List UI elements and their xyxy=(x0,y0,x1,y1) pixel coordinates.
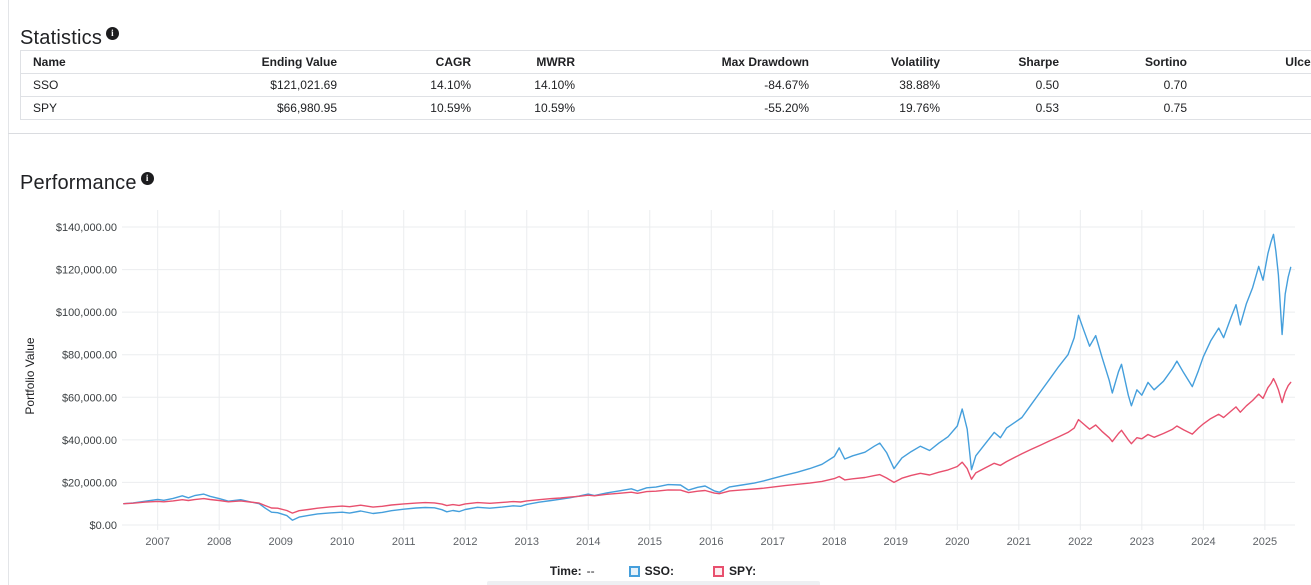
column-header-cagr: CAGR xyxy=(435,55,471,69)
x-tick-label: 2020 xyxy=(945,536,969,548)
y-tick-label: $120,000.00 xyxy=(56,265,117,277)
legend-item-sso[interactable]: SSO: xyxy=(628,564,679,578)
performance-title: Performance i xyxy=(20,171,154,195)
legend-item-spy[interactable]: SPY: xyxy=(713,564,761,578)
y-tick-label: $40,000.00 xyxy=(62,435,117,447)
column-header-ulcer-index: Ulcer Index xyxy=(1285,55,1311,69)
x-tick-label: 2025 xyxy=(1253,536,1277,548)
x-tick-label: 2019 xyxy=(884,536,908,548)
cell: $121,021.69 xyxy=(270,78,337,92)
x-tick-label: 2010 xyxy=(330,536,354,548)
x-tick-label: 2015 xyxy=(638,536,662,548)
bottom-scrollbar[interactable] xyxy=(487,581,820,585)
performance-chart: 2007 2008 2009 2010 2011 2012 2013 2014 2015 2016… xyxy=(23,210,1295,548)
x-tick-label: 2021 xyxy=(1007,536,1031,548)
x-tick-label: 2018 xyxy=(822,536,846,548)
cell: 0.53 xyxy=(1035,101,1059,115)
spy-line xyxy=(123,377,1292,514)
cell: 19.76% xyxy=(899,101,940,115)
sso-line xyxy=(123,233,1292,521)
performance-info-icon[interactable]: i xyxy=(140,171,154,185)
legend-time-label: Time: xyxy=(549,564,582,578)
y-tick-label: $80,000.00 xyxy=(62,350,117,362)
legend-time: Time: -- xyxy=(550,564,595,578)
cell: 14.10% xyxy=(430,78,471,92)
x-tick-label: 2023 xyxy=(1130,536,1154,548)
cell: 0.70 xyxy=(1163,78,1187,92)
x-tick-label: 2013 xyxy=(514,536,538,548)
column-header-name: Name xyxy=(33,55,66,69)
chart-legend: Time: -- SSO: SPY: xyxy=(0,561,1311,581)
column-header-sharpe: Sharpe xyxy=(1018,55,1059,69)
x-tick-label: 2014 xyxy=(576,536,600,548)
cell: 14.10% xyxy=(534,78,575,92)
cell: SSO xyxy=(33,78,59,92)
page-left-border xyxy=(8,0,9,585)
cell: -55.20% xyxy=(764,101,809,115)
x-tick-label: 2011 xyxy=(392,536,416,548)
legend-sso-label: SSO: xyxy=(644,564,674,578)
cell: 13.17 xyxy=(1199,97,1311,120)
table-row-spy: SPY $66,980.95 10.59% 10.59% -55.20% 19.76% 0.… xyxy=(20,96,1311,120)
cell: $66,980.95 xyxy=(276,101,337,115)
y-tick-label: $20,000.00 xyxy=(62,477,117,489)
x-tick-label: 2024 xyxy=(1191,536,1215,548)
x-tick-label: 2012 xyxy=(453,536,477,548)
x-tick-label: 2022 xyxy=(1068,536,1092,548)
statistics-table-header: Name Ending Value CAGR MWRR Max Drawdown Vola… xyxy=(20,50,1311,74)
cell: 10.59% xyxy=(430,101,471,115)
cell: 38.88% xyxy=(899,78,940,92)
cell: 0.50 xyxy=(1035,78,1059,92)
cell: 0.75 xyxy=(1163,101,1187,115)
spy-swatch-icon xyxy=(713,565,724,577)
sso-swatch-icon xyxy=(628,565,640,577)
statistics-title: Statistics i xyxy=(20,26,120,50)
statistics-table: Name Ending Value CAGR MWRR Max Drawdown Vola… xyxy=(20,50,1311,120)
legend-time-value: -- xyxy=(586,564,595,578)
x-tick-label: 2016 xyxy=(699,536,723,548)
cell: -84.67% xyxy=(764,78,809,92)
y-tick-label: $100,000.00 xyxy=(56,307,117,319)
column-header-ending-value: Ending Value xyxy=(261,55,337,69)
column-header-volatility: Volatility xyxy=(890,55,940,69)
cell: SPY xyxy=(33,101,58,115)
cell: 30.10 xyxy=(1199,74,1311,97)
x-tick-label: 2017 xyxy=(761,536,785,548)
column-header-sortino: Sortino xyxy=(1145,55,1187,69)
statistics-info-icon[interactable]: i xyxy=(106,26,120,40)
cell: 10.59% xyxy=(534,101,575,115)
y-tick-label: $60,000.00 xyxy=(62,392,117,404)
column-header-mwrr: MWRR xyxy=(536,55,575,69)
x-tick-label: 2009 xyxy=(268,536,292,548)
column-header-max-drawdown: Max Drawdown xyxy=(721,55,809,69)
y-axis-title: Portfolio Value xyxy=(23,337,37,414)
table-row-sso: SSO $121,021.69 14.10% 14.10% -84.67% 38.88% 0… xyxy=(20,73,1311,97)
x-tick-label: 2007 xyxy=(145,536,169,548)
x-tick-label: 2008 xyxy=(207,536,231,548)
y-tick-label: $140,000.00 xyxy=(56,222,117,234)
section-divider xyxy=(8,133,1311,134)
legend-spy-label: SPY: xyxy=(729,564,757,578)
y-tick-label: $0.00 xyxy=(89,520,117,532)
